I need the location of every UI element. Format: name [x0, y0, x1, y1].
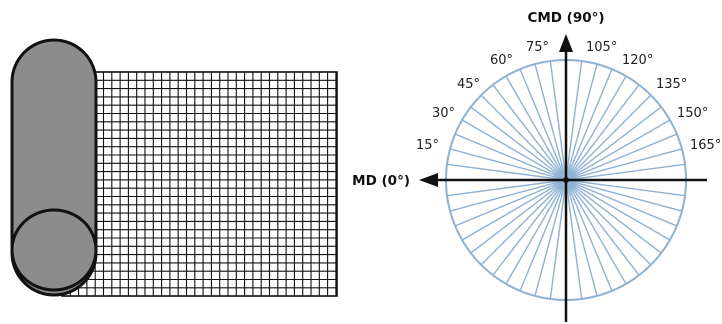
angle-label-135: 135° [656, 77, 687, 92]
angle-label-15: 15° [416, 138, 439, 153]
angle-label-60: 60° [490, 53, 513, 68]
cmd-axis-label: CMD (90°) [527, 10, 604, 26]
roll-end-cap [10, 208, 98, 292]
angle-label-75: 75° [526, 40, 549, 55]
cmd-arrowhead-icon [559, 34, 573, 52]
angle-label-105: 105° [586, 40, 617, 55]
angle-label-45: 45° [457, 77, 480, 92]
md-arrowhead-icon [419, 173, 438, 187]
fabric-grid-sheet [61, 71, 338, 297]
origin-point [563, 177, 569, 183]
md-axis-label: MD (0°) [352, 173, 410, 189]
angle-label-120: 120° [622, 53, 653, 68]
angle-label-150: 150° [677, 106, 708, 121]
angle-label-165: 165° [690, 138, 721, 153]
angle-label-30: 30° [432, 106, 455, 121]
